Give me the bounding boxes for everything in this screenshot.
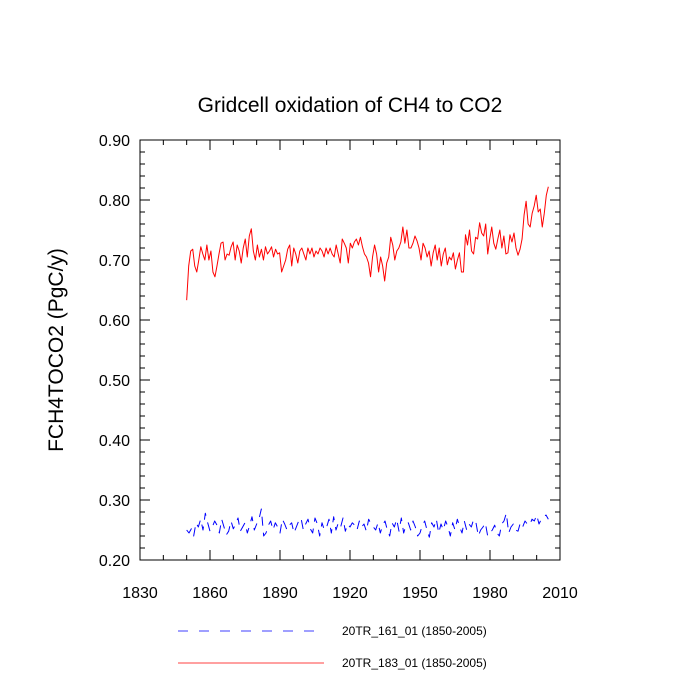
legend: 20TR_161_01 (1850-2005) 20TR_183_01 (185… <box>178 624 487 670</box>
plot-frame <box>139 139 561 561</box>
axis-ticks: 0.20 0.30 0.40 0.50 0.60 0.70 0.80 0.90 1830 1860… <box>99 133 578 602</box>
x-tick-label: 1920 <box>332 585 368 602</box>
y-tick-label: 0.20 <box>99 553 130 570</box>
x-tick-label: 1830 <box>122 585 158 602</box>
series-line-20tr-183-01 <box>186 186 549 301</box>
legend-label-20tr-161: 20TR_161_01 (1850-2005) <box>342 624 487 638</box>
series-group <box>186 186 549 538</box>
legend-label-20tr-183: 20TR_183_01 (1850-2005) <box>342 656 487 670</box>
x-tick-label: 1860 <box>192 585 228 602</box>
chart-title: Gridcell oxidation of CH4 to CO2 <box>198 94 503 117</box>
series-line-20tr-161-01 <box>186 508 549 538</box>
x-tick-label: 2010 <box>542 585 578 602</box>
y-tick-label: 0.70 <box>99 253 130 270</box>
y-tick-label: 0.80 <box>99 193 130 210</box>
y-tick-label: 0.40 <box>99 433 130 450</box>
x-tick-label: 1980 <box>472 585 508 602</box>
y-tick-label: 0.50 <box>99 373 130 390</box>
y-axis-label: FCH4TOCO2 (PgC/y) <box>45 248 68 452</box>
x-tick-label: 1890 <box>262 585 298 602</box>
y-tick-label: 0.90 <box>99 133 130 150</box>
y-tick-label: 0.30 <box>99 493 130 510</box>
y-tick-label: 0.60 <box>99 313 130 330</box>
x-tick-label: 1950 <box>402 585 438 602</box>
